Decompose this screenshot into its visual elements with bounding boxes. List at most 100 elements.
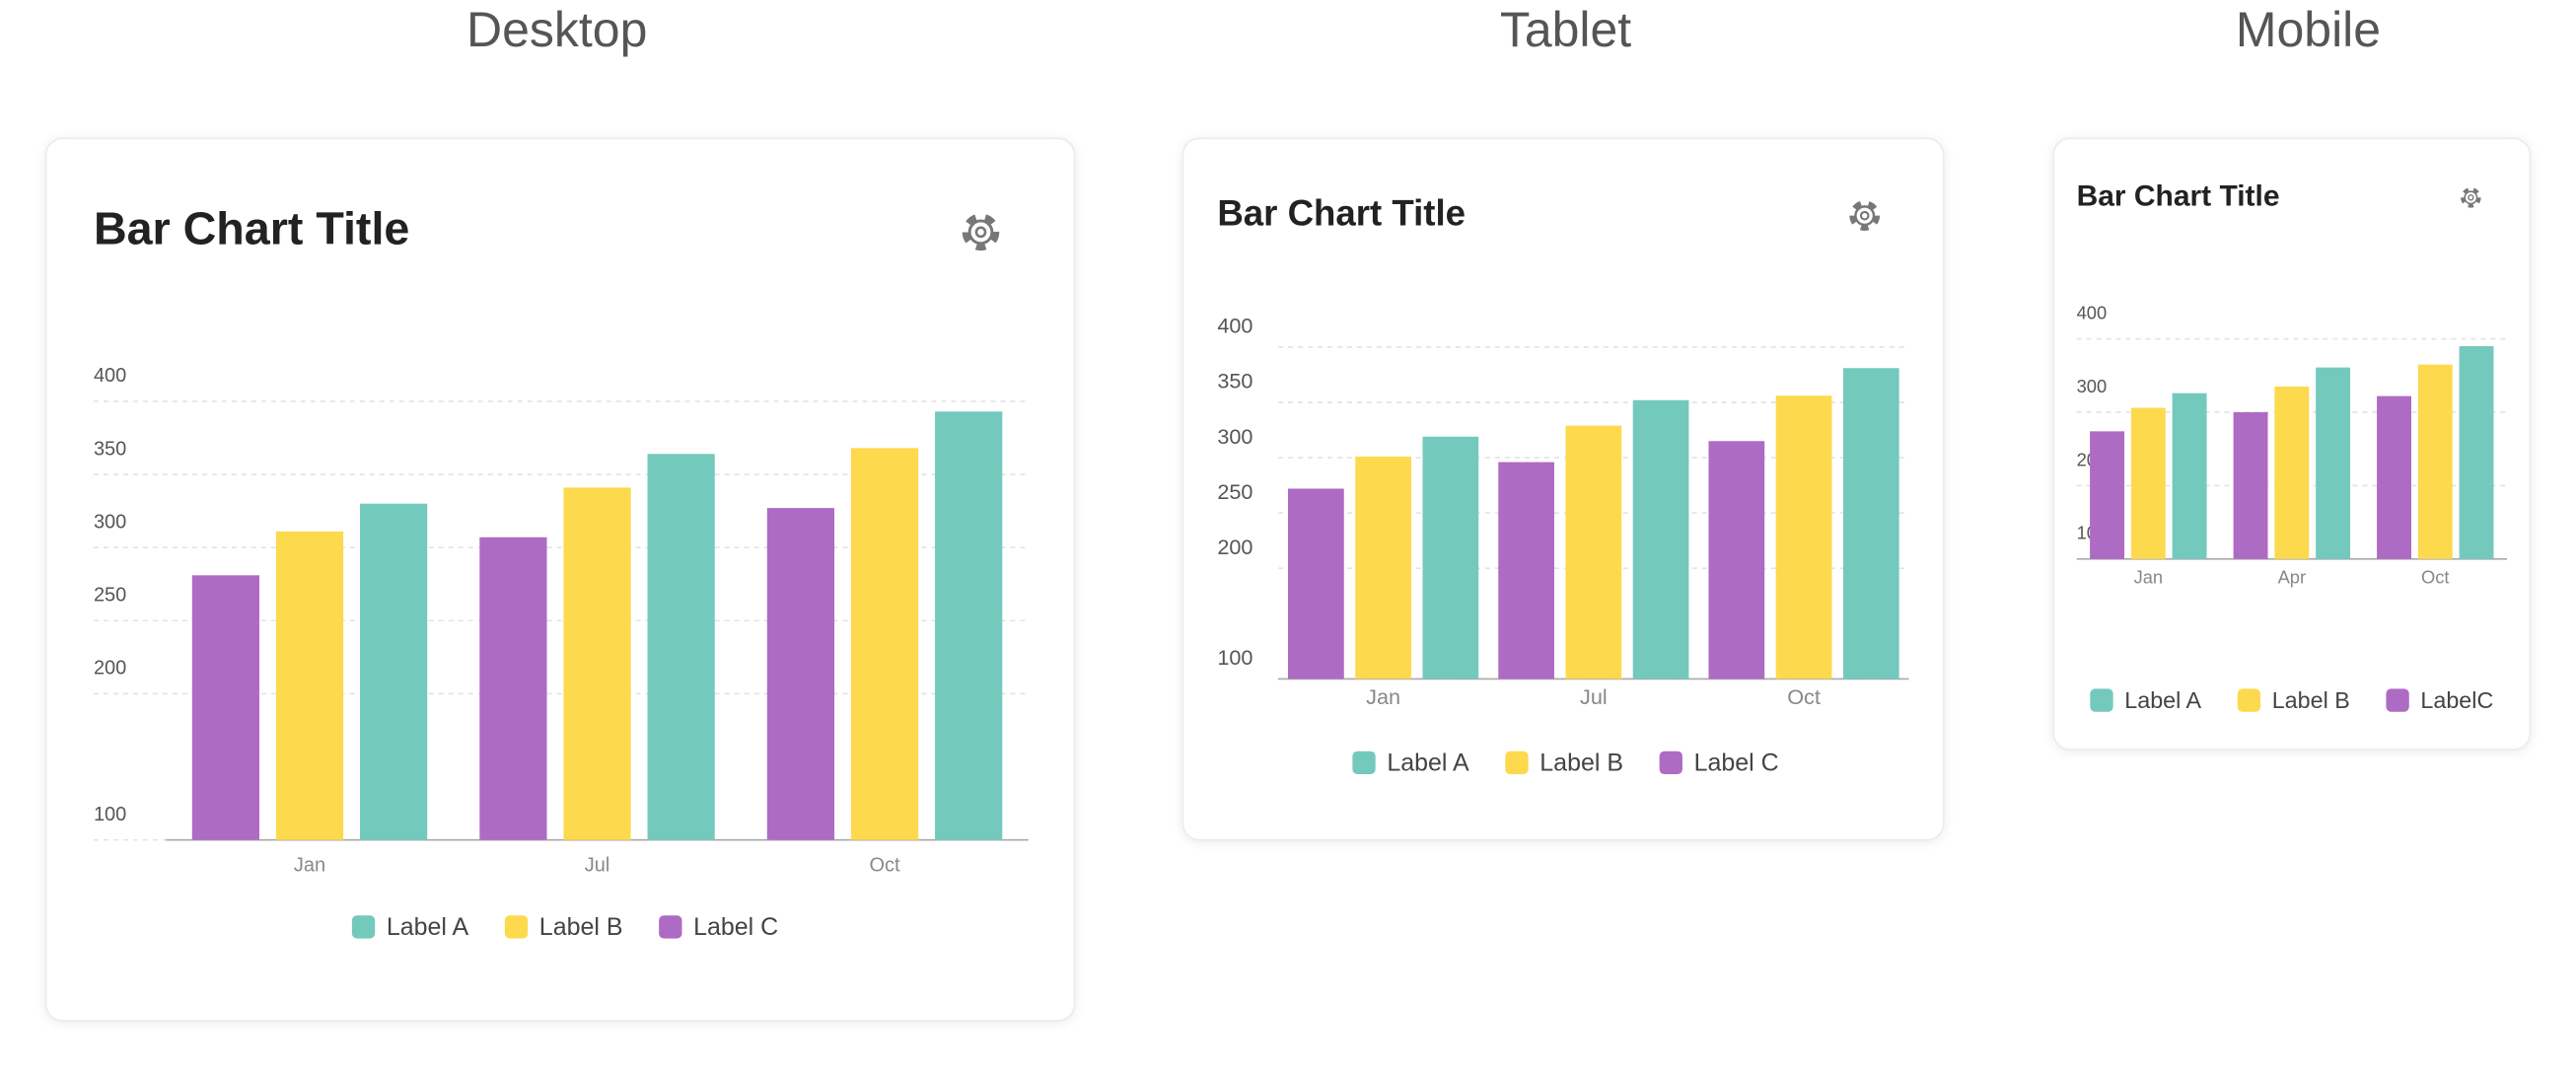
bar — [2377, 395, 2411, 559]
bar — [275, 531, 344, 840]
legend-label: Label B — [2272, 687, 2350, 713]
y-tick-label: 100 — [94, 804, 126, 825]
legend-swatch — [351, 915, 376, 939]
y-tick-label: 300 — [1217, 424, 1252, 449]
y-tick-label: 200 — [1217, 535, 1252, 559]
legend-label: Label C — [1694, 750, 1779, 777]
x-tick-label: Apr — [2278, 567, 2307, 588]
legend-swatch — [2386, 688, 2409, 712]
legend-item[interactable]: Label B — [504, 913, 623, 941]
x-tick-label: Jul — [585, 855, 610, 877]
chart-title: Bar Chart Title — [94, 203, 409, 254]
chart-panel: Tablet Bar Chart Title 100 200 250 300 350 400 J… — [1181, 2, 1945, 841]
legend-swatch — [1505, 750, 1529, 775]
legend-item[interactable]: Label C — [1659, 750, 1779, 777]
legend-swatch — [2090, 688, 2113, 712]
bar — [766, 508, 835, 840]
y-tick-label: 400 — [94, 365, 126, 387]
bar — [360, 503, 428, 840]
y-tick-label: 400 — [2077, 302, 2108, 322]
legend-swatch — [2237, 688, 2261, 712]
legend-item[interactable]: Label B — [2237, 687, 2350, 713]
y-tick-label: 300 — [2077, 376, 2108, 396]
legend-item[interactable]: Label A — [2090, 687, 2202, 713]
gear-ring — [967, 219, 994, 246]
gear-teeth — [962, 213, 1000, 251]
legend-label: Label B — [1539, 750, 1623, 777]
legend: Label A Label B Label C — [351, 913, 778, 941]
gear-ring — [2464, 190, 2478, 205]
settings-icon[interactable] — [962, 213, 1000, 251]
bar — [1708, 441, 1765, 679]
bar — [2417, 364, 2453, 559]
y-tick-label: 400 — [1217, 314, 1252, 338]
legend-swatch — [1659, 750, 1682, 775]
x-tick-label: Oct — [2421, 567, 2450, 588]
bar — [850, 448, 919, 840]
bar — [1498, 462, 1554, 679]
bar — [2172, 393, 2207, 559]
bar — [2090, 431, 2125, 559]
legend-label: Label C — [693, 913, 778, 941]
legend-label: Label A — [2124, 687, 2201, 713]
bar — [1775, 395, 1832, 679]
bar — [1632, 399, 1689, 679]
bar — [935, 411, 1003, 840]
legend-item[interactable]: Label B — [1505, 750, 1623, 777]
legend-item[interactable]: Label A — [351, 913, 469, 941]
settings-icon[interactable] — [1849, 200, 1881, 232]
bar — [479, 536, 547, 840]
bar — [1842, 368, 1899, 679]
bar — [647, 454, 715, 840]
panel-heading: Desktop — [466, 2, 647, 57]
legend: Label A Label B LabelC — [2090, 687, 2493, 713]
bar — [1288, 488, 1344, 679]
x-tick-label: Oct — [870, 855, 901, 877]
bar — [1355, 456, 1411, 679]
bar — [1565, 425, 1622, 679]
x-tick-label: Oct — [1787, 684, 1821, 709]
chart-title: Bar Chart Title — [2077, 179, 2280, 212]
legend-swatch — [504, 915, 529, 939]
panel-heading: Mobile — [2236, 2, 2381, 57]
panel-heading: Tablet — [1500, 2, 1631, 57]
bar — [2233, 412, 2268, 559]
legend-label: Label A — [1387, 750, 1469, 777]
bar — [2274, 386, 2310, 559]
legend-item[interactable]: Label C — [659, 913, 778, 941]
legend-label: Label A — [387, 913, 469, 941]
y-tick-label: 100 — [1217, 645, 1252, 670]
legend-item[interactable]: Label A — [1352, 750, 1469, 777]
legend-swatch — [659, 915, 682, 939]
x-tick-label: Jan — [294, 855, 325, 877]
legend-label: LabelC — [2420, 687, 2493, 713]
legend: Label A Label B Label C — [1352, 750, 1779, 777]
bar — [2316, 367, 2351, 559]
bar — [563, 487, 631, 840]
gear-ring — [1854, 205, 1876, 227]
legend-swatch — [1352, 750, 1376, 775]
y-tick-label: 250 — [94, 585, 126, 607]
y-tick-label: 300 — [94, 511, 126, 533]
y-tick-label: 350 — [94, 438, 126, 460]
x-tick-label: Jul — [1580, 684, 1608, 709]
y-tick-label: 350 — [1217, 369, 1252, 393]
bar — [191, 575, 259, 840]
legend-item[interactable]: LabelC — [2386, 687, 2493, 713]
gear-hole — [2468, 194, 2474, 201]
chart-panel: Desktop Bar Chart Title 100 200 250 300 350 400… — [44, 2, 1076, 1022]
x-tick-label: Jan — [1366, 684, 1400, 709]
bar — [2459, 346, 2494, 559]
legend-label: Label B — [539, 913, 623, 941]
gear-teeth — [1849, 200, 1881, 232]
y-tick-label: 200 — [94, 658, 126, 679]
y-tick-label: 250 — [1217, 479, 1252, 504]
bar — [1422, 436, 1479, 679]
gear-hole — [974, 226, 987, 239]
chart-title: Bar Chart Title — [1217, 192, 1466, 233]
gear-hole — [1859, 210, 1870, 221]
bar — [2130, 407, 2166, 559]
